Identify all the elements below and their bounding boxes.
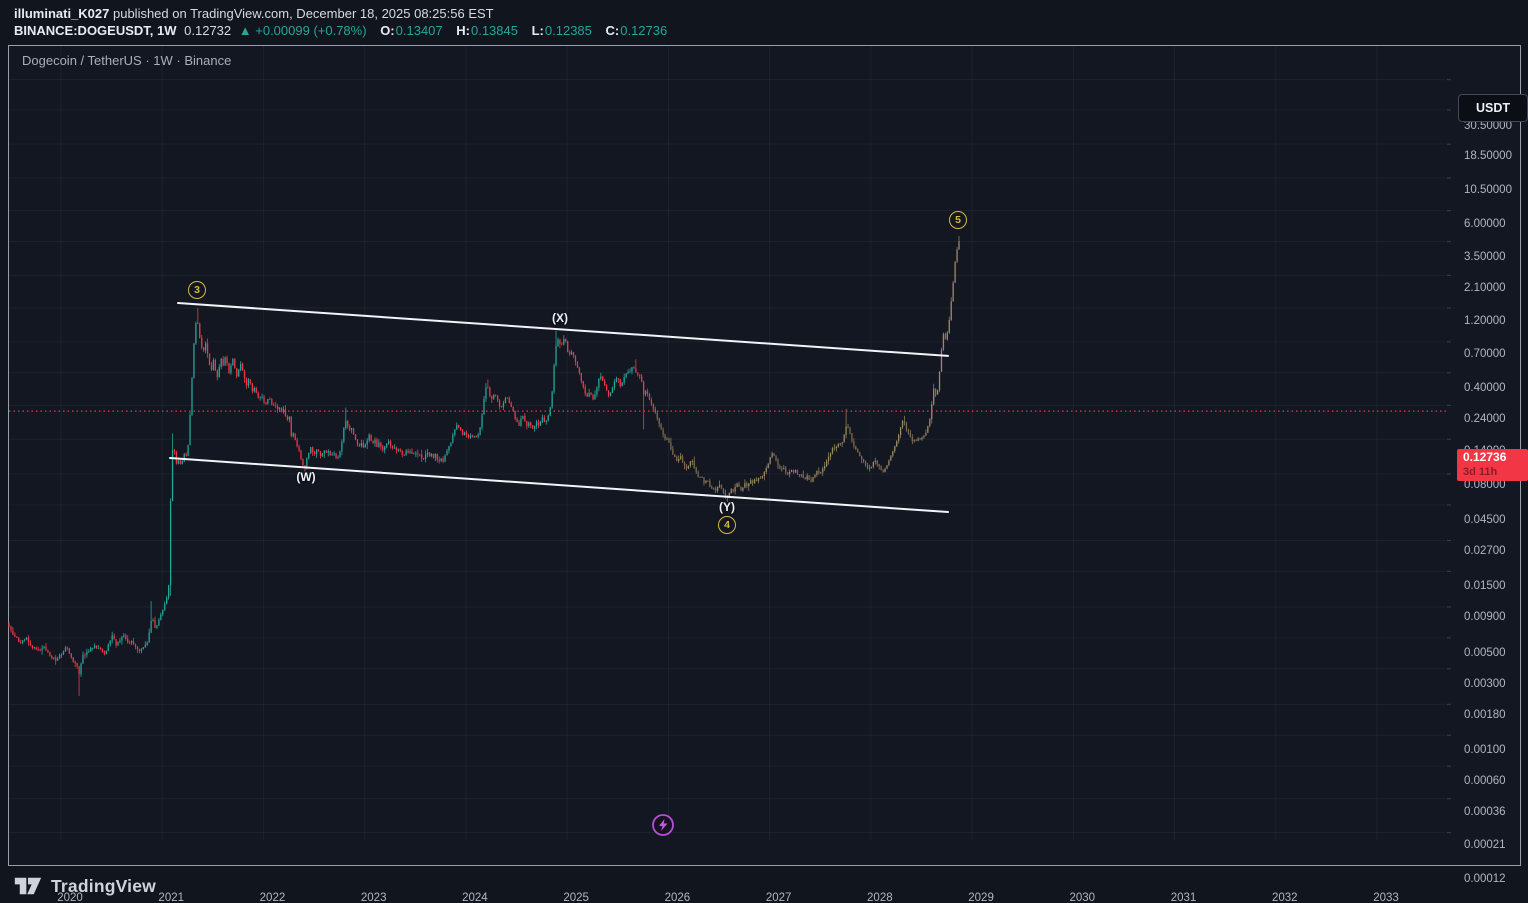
- time-axis-label: 2028: [867, 892, 893, 903]
- price-axis-label: 0.00180: [1464, 708, 1506, 721]
- time-axis-label: 2024: [462, 892, 488, 903]
- price-axis-label: 0.00100: [1464, 744, 1506, 757]
- publish-info-text: published on TradingView.com, December 1…: [109, 6, 494, 21]
- time-axis-label: 2021: [158, 892, 185, 903]
- time-axis-label: 2033: [1373, 892, 1399, 903]
- footer: TradingView: [14, 872, 156, 900]
- high-label: H:: [456, 23, 470, 38]
- tradingview-brand-text[interactable]: TradingView: [51, 875, 156, 896]
- price-axis[interactable]: 0.00012 0.00021 0.00036 0.00060 0.00100 0.001…: [1456, 92, 1528, 886]
- price-axis-label: 10.50000: [1464, 184, 1512, 197]
- symbol-info-line: BINANCE:DOGEUSDT, 1W 0.12732 ▲ +0.00099 …: [14, 23, 671, 38]
- time-axis-label: 2032: [1271, 892, 1298, 903]
- last-price-label: 0.12736 3d 11h: [1457, 449, 1528, 482]
- chart-title: Dogecoin / TetherUS · 1W · Binance: [22, 53, 232, 68]
- time-axis-label: 2029: [968, 892, 994, 903]
- price-change: ▲ +0.00099 (+0.78%): [238, 23, 367, 38]
- price-axis-label: 0.01500: [1464, 580, 1506, 593]
- chart-canvas[interactable]: [18, 92, 1455, 887]
- open-value: 0.13407: [395, 23, 443, 38]
- price-axis-label: 30.50000: [1464, 119, 1512, 132]
- price-axis-label: 0.40000: [1464, 381, 1506, 394]
- time-axis-label: 2030: [1069, 892, 1096, 903]
- price-axis-label: 6.00000: [1464, 218, 1506, 231]
- publisher-username[interactable]: illuminati_K027: [14, 6, 110, 21]
- symbol-name: BINANCE:DOGEUSDT, 1W: [14, 23, 177, 38]
- last-price: 0.12732: [184, 23, 232, 38]
- time-axis[interactable]: 2020 2021 2022 2023 2024 2025 2026 2027 2028 2029…: [18, 887, 1455, 903]
- price-axis-label: 0.04500: [1464, 514, 1506, 527]
- low-label: L:: [531, 23, 544, 38]
- low-value: 0.12385: [544, 23, 592, 38]
- publish-line: illuminati_K027 published on TradingView…: [14, 6, 494, 21]
- time-axis-label: 2020: [57, 892, 83, 903]
- last-price-value: 0.12736: [1463, 450, 1507, 465]
- price-axis-label: 0.00021: [1464, 838, 1506, 851]
- close-label: C:: [605, 23, 620, 38]
- currency-toggle-button[interactable]: USDT: [1458, 94, 1528, 122]
- close-value: 0.12736: [620, 23, 668, 38]
- high-value: 0.13845: [470, 23, 518, 38]
- bar-countdown: 3d 11h: [1463, 466, 1498, 479]
- time-axis-label: 2022: [259, 892, 286, 903]
- price-axis-label: 2.10000: [1464, 281, 1506, 294]
- price-axis-label: 1.20000: [1464, 315, 1506, 328]
- time-axis-label: 2023: [360, 892, 387, 903]
- tradingview-logo-icon[interactable]: [14, 874, 42, 898]
- price-axis-label: 0.70000: [1464, 348, 1506, 360]
- price-axis-label: 18.50000: [1464, 149, 1512, 162]
- time-axis-label: 2031: [1170, 892, 1197, 903]
- price-axis-label: 0.00300: [1464, 677, 1506, 690]
- price-axis-label: 3.50000: [1464, 250, 1506, 263]
- price-axis-label: 0.00060: [1464, 775, 1506, 788]
- time-axis-label: 2026: [664, 892, 691, 903]
- price-axis-label: 0.02700: [1464, 544, 1506, 557]
- price-axis-label: 0.00900: [1464, 611, 1506, 624]
- price-axis-label: 0.08000: [1464, 479, 1506, 492]
- publish-info-bar: illuminati_K027 published on TradingView…: [0, 0, 1528, 45]
- open-label: O:: [380, 23, 395, 38]
- price-axis-label: 0.00012: [1464, 872, 1506, 885]
- time-axis-label: 2027: [765, 892, 792, 903]
- chart-widget: 2020 2021 2022 2023 2024 2025 2026 2027 2028 2029…: [8, 45, 1528, 903]
- price-axis-label: 0.00036: [1464, 806, 1506, 819]
- time-axis-label: 2025: [563, 892, 589, 903]
- price-axis-label: 0.24000: [1464, 412, 1506, 425]
- price-axis-label: 0.00500: [1464, 646, 1506, 659]
